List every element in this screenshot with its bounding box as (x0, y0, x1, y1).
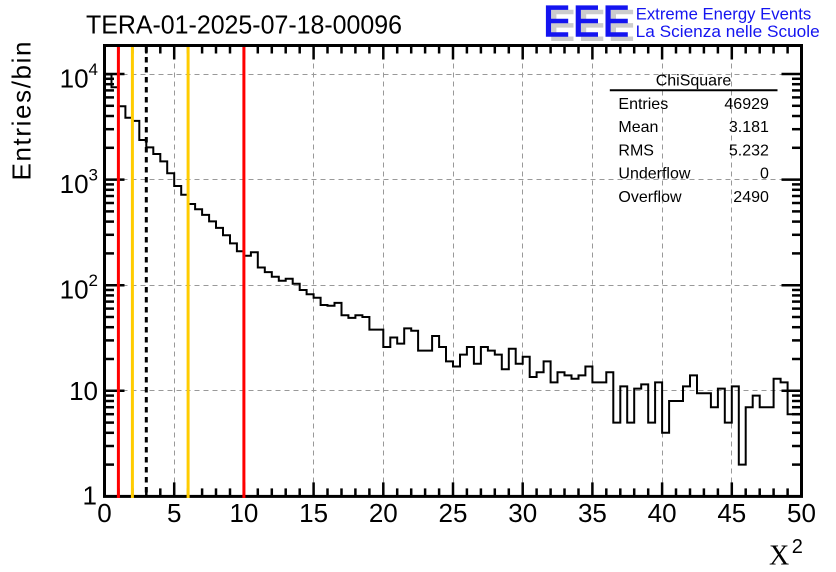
svg-text:5.232: 5.232 (729, 142, 769, 159)
svg-text:Extreme Energy Events: Extreme Energy Events (636, 5, 812, 24)
svg-text:Mean: Mean (618, 119, 658, 136)
svg-text:30: 30 (508, 498, 537, 528)
svg-text:TERA-01-2025-07-18-00096: TERA-01-2025-07-18-00096 (86, 10, 402, 40)
svg-text:Overflow: Overflow (618, 189, 682, 206)
svg-text:0: 0 (97, 498, 111, 528)
svg-text:3.181: 3.181 (729, 119, 769, 136)
svg-text:Underflow: Underflow (618, 166, 690, 183)
svg-text:20: 20 (369, 498, 398, 528)
svg-text:10: 10 (69, 376, 98, 406)
svg-text:103: 103 (60, 166, 98, 199)
svg-text:0: 0 (760, 166, 769, 183)
svg-text:Entries: Entries (618, 96, 668, 113)
svg-text:15: 15 (299, 498, 328, 528)
svg-text:5: 5 (167, 498, 181, 528)
svg-text:50: 50 (787, 498, 816, 528)
svg-text:40: 40 (648, 498, 677, 528)
svg-text:45: 45 (717, 498, 746, 528)
svg-text:RMS: RMS (618, 142, 654, 159)
svg-text:La Scienza nelle Scuole: La Scienza nelle Scuole (636, 22, 820, 41)
svg-text:Entries/bin: Entries/bin (7, 42, 37, 181)
svg-text:2490: 2490 (733, 189, 769, 206)
svg-text:46929: 46929 (724, 96, 769, 113)
svg-text:25: 25 (439, 498, 468, 528)
svg-text:1: 1 (83, 480, 97, 510)
svg-text:ChiSquare: ChiSquare (656, 73, 732, 90)
svg-text:35: 35 (578, 498, 607, 528)
svg-text:10: 10 (229, 498, 258, 528)
